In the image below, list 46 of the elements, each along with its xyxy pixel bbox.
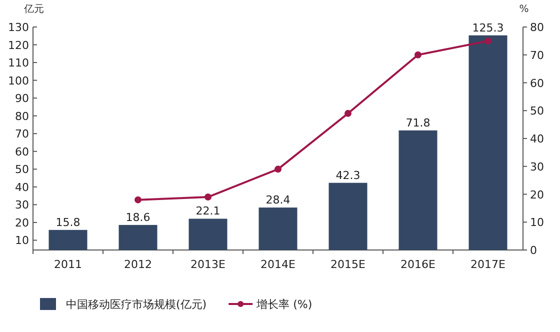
x-tick-label: 2013E bbox=[190, 258, 226, 271]
x-tick-label: 2014E bbox=[260, 258, 296, 271]
x-tick-label: 2012 bbox=[124, 258, 152, 271]
y-tick-label: 100 bbox=[8, 74, 29, 88]
point bbox=[484, 37, 492, 44]
y2-tick-label: 50 bbox=[530, 104, 544, 118]
y-tick-label: 40 bbox=[15, 180, 29, 194]
data-label: 42.3 bbox=[336, 168, 360, 182]
x-tick-label: 2016E bbox=[400, 258, 436, 271]
data-label: 15.8 bbox=[56, 216, 80, 229]
y2-axis-title: % bbox=[519, 4, 529, 15]
data-label: 28.4 bbox=[266, 194, 290, 207]
point bbox=[274, 166, 282, 173]
data-label: 71.8 bbox=[406, 116, 430, 130]
y-tick-label: 130 bbox=[8, 21, 29, 34]
x-tick-label: 2015E bbox=[330, 258, 366, 271]
y2-tick-label: 80 bbox=[530, 21, 544, 34]
y-tick-label: 110 bbox=[8, 56, 29, 70]
y-axis-title: 亿元 bbox=[23, 4, 44, 15]
y2-tick-label: 20 bbox=[530, 188, 544, 202]
y-tick-label: 20 bbox=[15, 216, 29, 230]
y-tick-label: 80 bbox=[15, 110, 29, 123]
y2-tick-label: 70 bbox=[530, 48, 544, 62]
y-tick-label: 90 bbox=[15, 92, 29, 106]
data-label: 18.6 bbox=[126, 210, 150, 224]
y2-tick-label: 10 bbox=[530, 216, 544, 230]
y-tick-label: 10 bbox=[15, 234, 29, 248]
x-tick-label: 2011 bbox=[54, 258, 82, 271]
data-label: 22.1 bbox=[196, 204, 220, 218]
point bbox=[134, 196, 142, 204]
legend-label: 中国移动医疗市场规模(亿元) bbox=[66, 298, 207, 311]
y2-tick-label: 30 bbox=[530, 160, 544, 174]
y-tick-label: 70 bbox=[15, 128, 29, 141]
x-tick-label: 2017E bbox=[470, 258, 506, 271]
y2-tick-label: 40 bbox=[530, 132, 544, 146]
y-tick-label: 30 bbox=[15, 198, 29, 212]
y-tick-label: 50 bbox=[15, 163, 29, 176]
y2-tick-label: 60 bbox=[530, 76, 544, 90]
legend-label: 增长率 (%) bbox=[256, 298, 312, 311]
data-label: 125.3 bbox=[472, 21, 504, 34]
point bbox=[204, 194, 212, 201]
y2-tick-label: 0 bbox=[530, 244, 537, 257]
y-tick-label: 120 bbox=[8, 38, 29, 52]
y-tick-label: 60 bbox=[15, 145, 29, 158]
point bbox=[344, 110, 352, 117]
point bbox=[414, 51, 422, 58]
